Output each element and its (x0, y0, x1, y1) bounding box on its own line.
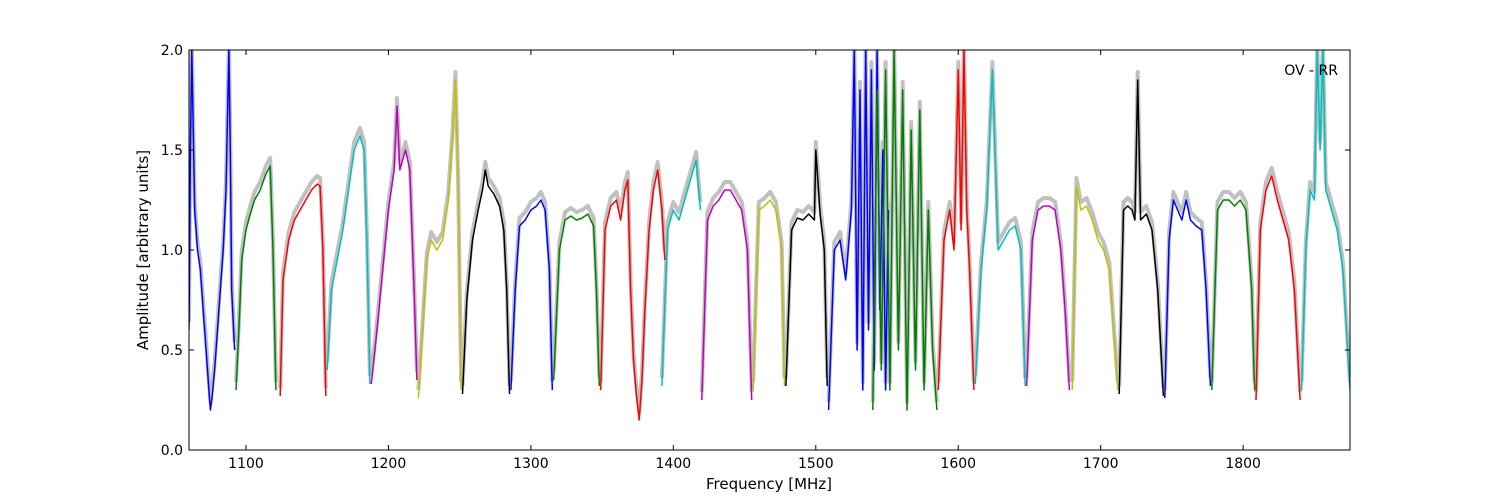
series-line-11 (701, 189, 753, 401)
annotation-label: OV - RR (1284, 63, 1338, 79)
y-axis: 0.0 0.5 1.0 1.5 2.0 (161, 43, 1350, 459)
x-tick-label: 1100 (228, 456, 264, 472)
y-tick-label: 0.5 (161, 343, 183, 359)
y-tick-label: 1.5 (161, 143, 183, 159)
background-trace-17 (973, 60, 1028, 379)
x-axis: 1100 1200 1300 1400 1500 1600 1700 1800 (228, 50, 1261, 472)
x-tick-label: 1600 (940, 456, 976, 472)
y-tick-label: 0.0 (161, 443, 183, 459)
series-line-3 (326, 135, 371, 385)
series-line-5 (417, 79, 462, 399)
series-line-17 (974, 69, 1026, 387)
series-line-24 (1300, 50, 1350, 391)
background-trace-12 (751, 190, 787, 383)
series-line-4 (370, 105, 418, 385)
y-tick-label: 1.0 (161, 243, 183, 259)
series-line-16 (937, 50, 975, 391)
x-tick-label: 1300 (513, 456, 549, 472)
series-line-0 (189, 50, 236, 411)
background-trace-23 (1254, 166, 1303, 393)
background-trace-13 (783, 140, 830, 379)
series-line-10 (661, 159, 702, 387)
series-line-22 (1211, 199, 1256, 391)
x-tick-label: 1800 (1225, 456, 1261, 472)
x-axis-label: Frequency [MHz] (706, 475, 832, 493)
y-axis-label: Amplitude [arbitrary units] (134, 150, 152, 350)
background-trace-11 (699, 180, 754, 393)
series-line-20 (1118, 79, 1165, 397)
x-tick-label: 1200 (371, 456, 407, 472)
x-tick-label: 1400 (656, 456, 692, 472)
series-line-9 (599, 169, 666, 421)
x-tick-label: 1500 (798, 456, 834, 472)
series-line-18 (1025, 205, 1071, 391)
series-line-12 (752, 199, 786, 391)
series-line-7 (510, 199, 554, 391)
series-line-2 (279, 183, 327, 397)
background-trace-20 (1117, 70, 1166, 389)
series-line-23 (1255, 175, 1301, 401)
series-line-19 (1071, 185, 1119, 391)
series-line-6 (461, 169, 511, 395)
background-trace-10 (659, 150, 703, 379)
series-line-21 (1164, 199, 1212, 399)
series-layer (189, 50, 1350, 421)
series-line-13 (785, 149, 828, 387)
series-line-8 (552, 213, 601, 387)
series-line-1 (235, 165, 277, 391)
y-tick-label: 2.0 (161, 43, 183, 59)
x-tick-label: 1700 (1083, 456, 1119, 472)
series-line-15 (872, 50, 938, 411)
